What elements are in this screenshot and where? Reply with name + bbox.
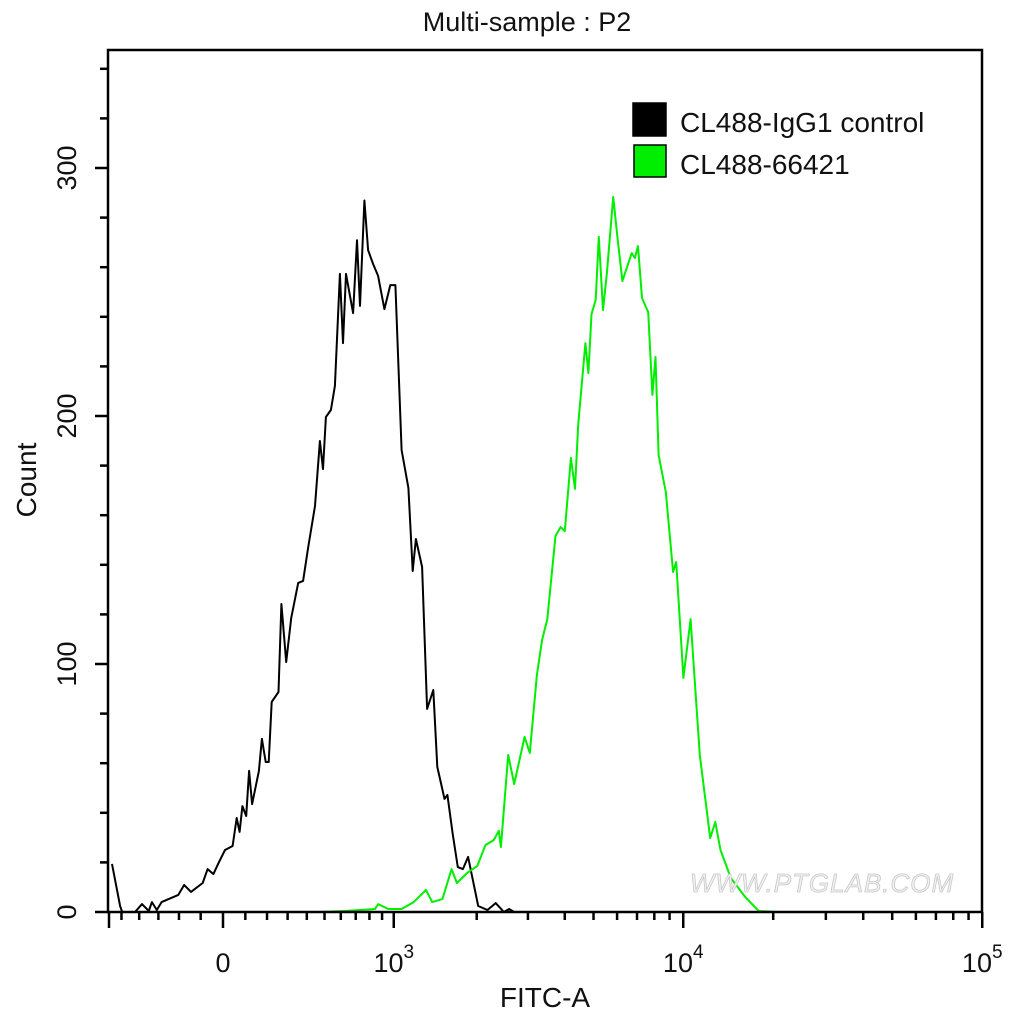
axis-ticks: 0 100 200 300 0 103 104 105 (52, 67, 1003, 978)
y-tick-label: 300 (52, 145, 82, 190)
legend-label-sample: CL488-66421 (680, 149, 850, 180)
y-axis-label: Count (11, 442, 42, 517)
y-tick-label: 200 (52, 393, 82, 438)
chart-title: Multi-sample : P2 (423, 7, 632, 37)
x-tick-label: 105 (962, 942, 1003, 978)
y-tick-label: 0 (52, 904, 82, 919)
legend-swatch-sample (633, 144, 667, 178)
x-tick-label: 104 (663, 942, 704, 978)
histogram-curves (111, 196, 777, 913)
x-axis-label: FITC-A (500, 982, 591, 1013)
series-sample-line (278, 196, 777, 913)
x-tick-label: 103 (373, 942, 414, 978)
legend-swatch-control (632, 102, 667, 137)
x-tick-label: 0 (215, 948, 230, 978)
watermark: WWW.PTGLAB.COM (690, 868, 954, 898)
series-control-line (111, 199, 515, 913)
legend: CL488-IgG1 control CL488-66421 (632, 102, 924, 180)
plot-frame (106, 48, 984, 914)
legend-label-control: CL488-IgG1 control (680, 107, 924, 138)
y-tick-label: 100 (52, 641, 82, 686)
